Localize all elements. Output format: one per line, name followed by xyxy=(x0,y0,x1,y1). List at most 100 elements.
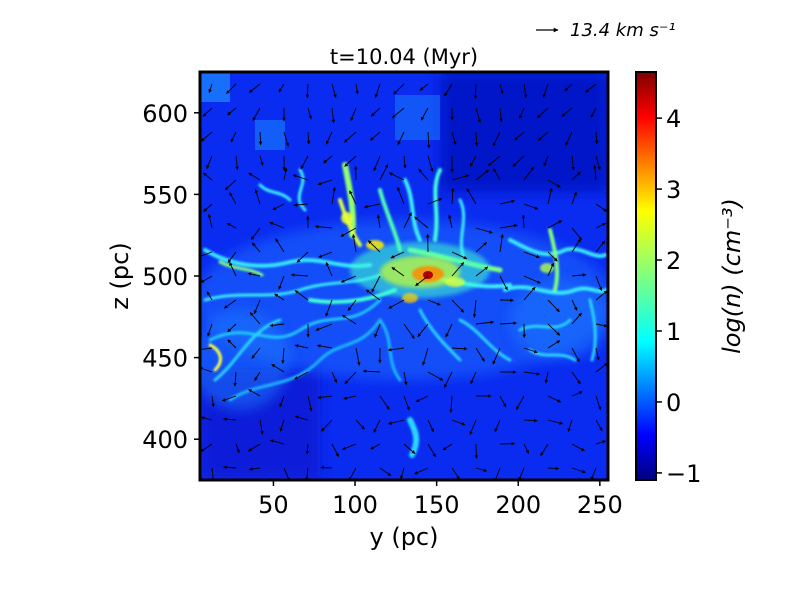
velocity-arrow xyxy=(227,323,237,333)
velocity-arrow xyxy=(544,371,549,384)
velocity-arrow xyxy=(475,467,488,473)
velocity-arrow xyxy=(369,131,381,141)
velocity-arrow xyxy=(547,395,562,403)
velocity-arrow xyxy=(355,419,365,430)
velocity-arrow xyxy=(427,443,437,458)
velocity-arrow xyxy=(325,299,333,317)
velocity-arrow xyxy=(379,395,390,410)
velocity-arrow xyxy=(449,395,453,413)
velocity-arrow xyxy=(403,371,408,386)
velocity-arrow xyxy=(451,346,468,351)
velocity-arrow xyxy=(373,419,381,433)
velocity-arrow xyxy=(415,275,429,287)
colorbar-tick-label: 1 xyxy=(666,318,681,346)
velocity-arrow xyxy=(413,467,429,475)
velocity-arrow xyxy=(272,203,285,211)
velocity-arrow xyxy=(331,371,338,383)
velocity-arrow xyxy=(475,320,495,325)
velocity-arrow xyxy=(227,339,237,349)
velocity-arrow xyxy=(595,395,602,411)
velocity-arrow xyxy=(470,371,477,385)
velocity-arrow xyxy=(451,131,457,145)
velocity-arrow xyxy=(323,155,333,164)
velocity-arrow xyxy=(350,107,357,121)
velocity-arrow xyxy=(451,174,470,181)
velocity-arrow xyxy=(547,419,564,425)
velocity-arrow xyxy=(499,223,518,229)
y-tick-label: 550 xyxy=(142,181,188,209)
velocity-arrow xyxy=(331,83,337,99)
x-tick-label: 150 xyxy=(414,491,460,519)
velocity-arrow xyxy=(427,299,441,306)
velocity-arrow xyxy=(419,83,429,91)
velocity-arrow xyxy=(547,340,561,349)
velocity-arrow xyxy=(571,312,582,325)
velocity-arrow xyxy=(331,443,340,457)
velocity-arrow xyxy=(427,419,435,433)
velocity-arrow xyxy=(247,272,261,277)
velocity-arrow xyxy=(203,203,213,212)
colorbar-label: log(n) (cm⁻³) xyxy=(718,198,746,354)
velocity-arrow xyxy=(475,266,489,277)
colorbar-ticks: −1 0 1 2 3 4 xyxy=(656,105,701,488)
velocity-arrow xyxy=(571,347,580,363)
velocity-arrow xyxy=(294,415,309,421)
velocity-arrow xyxy=(351,233,357,253)
velocity-arrow xyxy=(547,323,561,336)
y-tick-label: 500 xyxy=(142,263,188,291)
velocity-arrow xyxy=(259,155,264,166)
velocity-arrow xyxy=(561,107,573,117)
velocity-arrow xyxy=(317,179,333,186)
velocity-arrow xyxy=(542,83,549,98)
velocity-arrow xyxy=(590,467,597,480)
velocity-arrow xyxy=(451,251,468,260)
velocity-arrow xyxy=(494,419,501,433)
velocity-arrow xyxy=(318,251,333,258)
top-left-block3 xyxy=(395,95,440,140)
velocity-arrow xyxy=(229,192,237,205)
velocity-arrow xyxy=(211,395,215,408)
velocity-arrow xyxy=(499,321,517,325)
y-tick-label: 600 xyxy=(142,100,188,128)
velocity-arrow xyxy=(270,439,285,445)
velocity-arrow xyxy=(571,171,581,181)
velocity-arrow xyxy=(248,83,261,93)
velocity-arrow xyxy=(403,323,415,339)
velocity-arrow xyxy=(253,299,261,315)
velocity-arrow xyxy=(341,314,357,325)
velocity-arrow xyxy=(448,214,453,229)
velocity-arrow xyxy=(571,391,583,397)
colorbar: −1 0 1 2 3 4 log(n) (cm⁻³) xyxy=(635,71,746,488)
velocity-arrow xyxy=(571,273,587,277)
velocity-arrow xyxy=(226,83,237,94)
chart-title: t=10.04 (Myr) xyxy=(330,45,478,69)
velocity-arrow xyxy=(363,203,381,209)
velocity-arrow xyxy=(523,83,528,99)
velocity-arrow xyxy=(279,395,285,408)
velocity-arrow xyxy=(499,107,503,123)
velocity-arrow xyxy=(492,347,501,365)
velocity-arrow xyxy=(250,227,261,241)
velocity-arrow xyxy=(427,155,434,172)
velocity-arrow xyxy=(343,395,357,400)
haze-right xyxy=(510,280,608,360)
velocity-arrow xyxy=(370,107,381,117)
velocity-arrow xyxy=(200,347,213,352)
velocity-arrow xyxy=(317,395,333,400)
velocity-arrow xyxy=(294,371,309,380)
y-axis-label: z (pc) xyxy=(106,242,134,309)
y-tick-label: 400 xyxy=(142,426,188,454)
velocity-arrow xyxy=(475,169,489,181)
velocity-arrow xyxy=(388,419,405,425)
velocity-arrow xyxy=(200,416,213,421)
velocity-arrow xyxy=(445,323,453,338)
density-map xyxy=(200,72,608,480)
velocity-arrow xyxy=(388,172,405,181)
velocity-arrow xyxy=(300,155,309,170)
velocity-arrow xyxy=(493,168,501,181)
y-tick-label: 450 xyxy=(142,345,188,373)
velocity-arrow xyxy=(451,467,460,480)
velocity-arrow xyxy=(515,395,525,410)
velocity-arrow xyxy=(371,275,381,293)
velocity-arrow xyxy=(403,212,412,229)
